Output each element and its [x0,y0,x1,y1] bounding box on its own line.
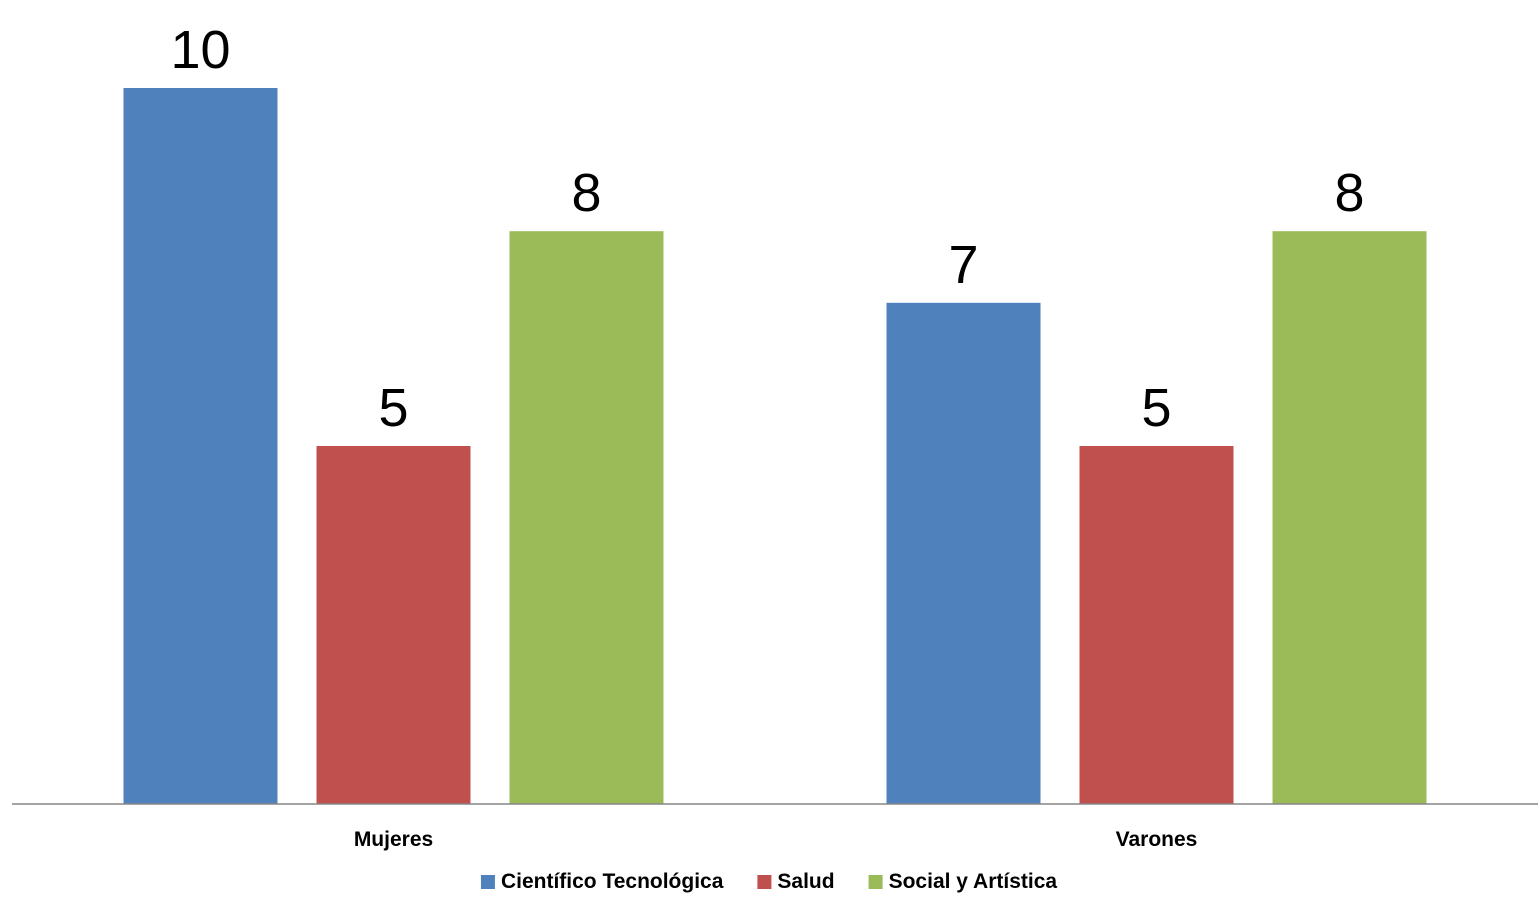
data-label-mujeres-social-y-artistica: 8 [571,163,601,223]
legend-label-cientifico-tecnologica: Científico Tecnológica [501,870,724,893]
bar-varones-cientifico-tecnologica [886,302,1041,804]
bar-varones-social-y-artistica [1272,231,1427,804]
data-labels-layer: 10 5 8 7 5 8 [170,20,1364,438]
legend-label-salud: Salud [777,870,834,893]
data-label-varones-cientifico-tecnologica: 7 [948,235,978,295]
data-label-varones-salud: 5 [1141,378,1171,438]
data-label-mujeres-salud: 5 [378,378,408,438]
legend: Científico Tecnológica Salud Social y Artí… [480,870,1058,893]
bars-layer [123,88,1427,804]
bar-mujeres-cientifico-tecnologica [123,88,278,804]
bar-mujeres-social-y-artistica [509,231,664,804]
legend-item-cientifico-tecnologica: Científico Tecnológica [480,870,724,893]
legend-label-social-y-artistica: Social y Artística [889,870,1058,893]
category-labels-layer: Mujeres Varones [354,828,1198,851]
legend-swatch-salud [757,875,772,889]
data-label-varones-social-y-artistica: 8 [1334,163,1364,223]
data-label-mujeres-cientifico-tecnologica: 10 [170,20,230,80]
legend-swatch-social-y-artistica [868,875,883,889]
legend-swatch-cientifico-tecnologica [480,875,495,889]
category-label-varones: Varones [1116,828,1198,851]
category-label-mujeres: Mujeres [354,828,433,851]
legend-item-salud: Salud [757,870,835,893]
legend-item-social-y-artistica: Social y Artística [868,870,1058,893]
bar-mujeres-salud [316,446,471,804]
bar-varones-salud [1079,446,1234,804]
